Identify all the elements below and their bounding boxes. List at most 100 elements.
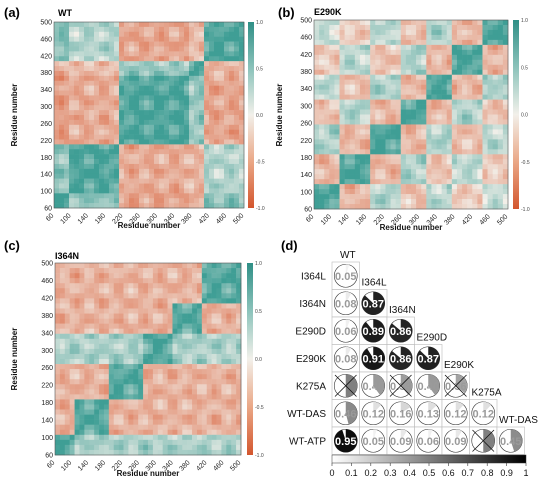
heatmap-cell bbox=[79, 303, 85, 309]
heatmap-cell bbox=[184, 110, 190, 116]
heatmap-cell bbox=[339, 199, 345, 205]
heatmap-cell bbox=[144, 80, 150, 86]
heatmap-cell bbox=[472, 134, 478, 140]
heatmap-cell bbox=[385, 39, 391, 46]
heatmap-cell bbox=[159, 90, 165, 96]
heatmap-cell bbox=[385, 119, 391, 125]
heatmap-cell bbox=[84, 429, 90, 436]
heatmap-cell bbox=[431, 109, 437, 115]
heatmap-cell bbox=[416, 84, 422, 90]
heatmap-cell bbox=[79, 124, 85, 130]
heatmap-cell bbox=[164, 193, 170, 199]
heatmap-cell bbox=[55, 268, 61, 274]
heatmap-cell bbox=[390, 114, 396, 120]
heatmap-cell bbox=[129, 66, 135, 72]
heatmap-cell bbox=[201, 273, 208, 279]
heatmap-cell bbox=[69, 193, 75, 199]
heatmap-cell bbox=[400, 20, 407, 26]
heatmap-cell bbox=[221, 389, 227, 395]
heatmap-cell bbox=[436, 119, 442, 125]
heatmap-cell bbox=[164, 22, 170, 28]
heatmap-cell bbox=[446, 79, 453, 85]
heatmap-cell bbox=[477, 89, 483, 95]
heatmap-cell bbox=[211, 374, 217, 380]
heatmap-cell bbox=[113, 268, 119, 274]
heatmap-cell bbox=[129, 56, 135, 62]
heatmap-cell bbox=[209, 85, 215, 91]
heatmap-cell bbox=[129, 36, 135, 42]
gray-colorbar bbox=[331, 454, 527, 464]
heatmap-cell bbox=[436, 184, 442, 190]
heatmap-cell bbox=[164, 163, 170, 170]
heatmap-cell bbox=[64, 353, 70, 360]
heatmap-cell bbox=[74, 414, 80, 420]
heatmap-cell bbox=[162, 308, 168, 314]
heatmap-cell bbox=[64, 364, 70, 370]
heatmap-cell bbox=[462, 204, 468, 210]
heatmap-cell bbox=[143, 333, 149, 340]
heatmap-cell bbox=[380, 169, 386, 175]
heatmap-cell bbox=[446, 109, 453, 115]
heatmap-cell bbox=[204, 56, 210, 62]
heatmap-cell bbox=[395, 169, 402, 175]
heatmap-cell bbox=[436, 59, 442, 66]
heatmap-cell bbox=[339, 49, 345, 56]
heatmap-cell bbox=[209, 70, 215, 77]
heatmap-cell bbox=[359, 194, 366, 200]
panel-label-a: (a) bbox=[4, 5, 20, 20]
heatmap-cell bbox=[144, 178, 150, 184]
heatmap-cell bbox=[204, 149, 210, 155]
heatmap-cell bbox=[104, 134, 110, 140]
heatmap-cell bbox=[462, 199, 468, 205]
heatmap-cell bbox=[390, 144, 396, 150]
heatmap-cell bbox=[462, 39, 468, 46]
cross-mark bbox=[389, 374, 412, 397]
heatmap-cell bbox=[74, 268, 80, 274]
pie-slice bbox=[455, 374, 468, 394]
heatmap-cell bbox=[201, 313, 208, 319]
heatmap-cell bbox=[174, 105, 180, 111]
heatmap-cell bbox=[390, 129, 396, 135]
heatmap-cell bbox=[421, 199, 427, 205]
heatmap-cell bbox=[472, 199, 478, 205]
heatmap-cell bbox=[172, 293, 178, 299]
heatmap-cell bbox=[199, 105, 205, 111]
heatmap-cell bbox=[234, 129, 240, 135]
heatmap-cell bbox=[194, 203, 200, 209]
heatmap-cell bbox=[143, 419, 149, 425]
heatmap-cell bbox=[182, 313, 188, 319]
heatmap-cell bbox=[339, 159, 345, 165]
heatmap-cell bbox=[89, 348, 95, 355]
heatmap-cell bbox=[104, 129, 110, 135]
heatmap-cell bbox=[482, 114, 488, 120]
heatmap-cell bbox=[187, 374, 193, 380]
heatmap-cell bbox=[167, 343, 173, 350]
heatmap-cell bbox=[89, 318, 95, 324]
heatmap-cell bbox=[84, 134, 90, 140]
heatmap-cell bbox=[436, 24, 442, 31]
heatmap-cell bbox=[375, 194, 381, 200]
heatmap-cell bbox=[339, 99, 345, 105]
heatmap-cell bbox=[94, 159, 100, 165]
heatmap-cell bbox=[385, 114, 391, 120]
heatmap-cell bbox=[124, 70, 130, 77]
heatmap-cell bbox=[182, 338, 188, 345]
heatmap-cell bbox=[133, 323, 139, 329]
heatmap-cell bbox=[196, 444, 203, 451]
heatmap-cell bbox=[69, 353, 75, 360]
heatmap-cell bbox=[456, 129, 463, 135]
heatmap-cell bbox=[157, 414, 163, 420]
heatmap-cell bbox=[221, 439, 227, 446]
heatmap-cell bbox=[319, 59, 325, 66]
heatmap-cell bbox=[94, 434, 100, 441]
heatmap-cell bbox=[421, 109, 427, 115]
heatmap-cell bbox=[482, 169, 488, 175]
heatmap-cell bbox=[138, 389, 144, 395]
heatmap-cell bbox=[196, 338, 203, 345]
heatmap-cell bbox=[209, 46, 215, 52]
heatmap-cell bbox=[482, 74, 488, 80]
heatmap-cell bbox=[354, 39, 361, 46]
heatmap-cell bbox=[314, 144, 320, 150]
heatmap-cell bbox=[108, 409, 115, 415]
heatmap-cell bbox=[119, 144, 125, 150]
